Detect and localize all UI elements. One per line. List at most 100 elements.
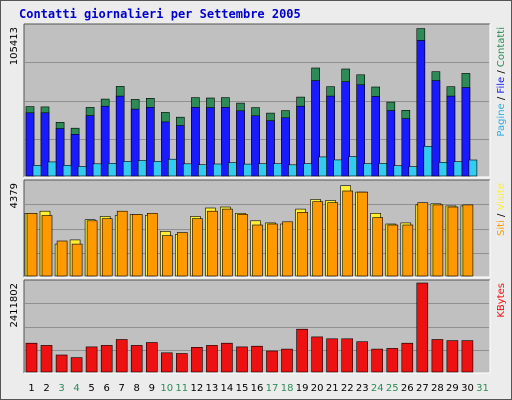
- x-tick-label-day-25: 25: [386, 383, 399, 394]
- x-tick-label-day-21: 21: [326, 383, 339, 394]
- bar-top-file-day-21: [326, 95, 335, 177]
- bar-bottom-kbytes-day-14: [221, 342, 233, 373]
- x-tick-label-day-23: 23: [356, 383, 369, 394]
- bar-top-pagine-day-17: [273, 163, 282, 177]
- x-tick-label-day-24: 24: [371, 383, 384, 394]
- series-label-part: KBytes: [496, 283, 507, 318]
- bar-middle-siti-day-13: [207, 210, 218, 277]
- x-tick-label-day-18: 18: [281, 383, 294, 394]
- bar-top-pagine-day-1: [32, 165, 42, 177]
- bar-top-pagine-day-19: [303, 163, 312, 177]
- bar-top-file-day-23: [356, 84, 366, 177]
- x-tick-label-day-9: 9: [149, 383, 155, 394]
- bar-middle-siti-day-3: [56, 240, 68, 277]
- bar-top-file-day-13: [206, 107, 215, 177]
- x-tick-label-day-27: 27: [416, 383, 429, 394]
- x-tick-label-day-2: 2: [43, 383, 49, 394]
- series-label-part: Siti: [496, 220, 507, 236]
- x-tick-label-day-17: 17: [266, 383, 279, 394]
- bar-bottom-kbytes-day-18: [281, 348, 293, 373]
- bar-top-file-day-7: [115, 95, 125, 177]
- x-tick-label-day-11: 11: [175, 383, 188, 394]
- bar-top-file-day-11: [176, 125, 185, 177]
- bar-bottom-kbytes-day-28: [431, 339, 444, 373]
- bar-middle-siti-day-7: [116, 210, 128, 277]
- bar-bottom-kbytes-day-3: [55, 354, 68, 373]
- bar-top-file-day-27: [416, 40, 426, 177]
- x-tick-label-day-6: 6: [104, 383, 110, 394]
- bar-top-file-day-16: [251, 115, 260, 177]
- bar-middle-siti-day-15: [237, 214, 248, 277]
- x-tick-label-day-19: 19: [296, 383, 309, 394]
- bar-top-pagine-day-22: [348, 156, 358, 177]
- bar-bottom-kbytes-day-30: [461, 340, 474, 373]
- x-tick-label-day-22: 22: [341, 383, 354, 394]
- bar-top-pagine-day-13: [213, 163, 222, 177]
- x-tick-label-day-8: 8: [134, 383, 140, 394]
- bar-middle-siti-day-27: [417, 202, 429, 277]
- bar-bottom-kbytes-day-29: [446, 340, 459, 373]
- bar-top-pagine-day-29: [453, 161, 463, 177]
- x-tick-label-day-30: 30: [461, 383, 474, 394]
- bar-bottom-kbytes-day-16: [251, 345, 263, 373]
- bar-top-pagine-day-14: [228, 162, 237, 177]
- bar-top-pagine-day-30: [468, 159, 478, 177]
- bar-top-file-day-12: [191, 107, 200, 177]
- bar-bottom-kbytes-day-12: [191, 346, 203, 373]
- bar-middle-siti-day-26: [402, 224, 414, 277]
- bar-top-file-day-5: [85, 115, 95, 177]
- x-tick-label-day-28: 28: [431, 383, 444, 394]
- bar-middle-siti-day-20: [312, 201, 323, 277]
- bar-top-pagine-day-11: [183, 163, 192, 177]
- bar-bottom-kbytes-day-13: [206, 345, 218, 373]
- bar-middle-siti-day-18: [282, 221, 293, 277]
- bar-top-file-day-4: [70, 134, 80, 177]
- bar-bottom-kbytes-day-6: [100, 345, 113, 373]
- bar-middle-siti-day-6: [101, 218, 113, 277]
- bar-bottom-kbytes-day-26: [401, 342, 414, 373]
- bar-middle-siti-day-1: [26, 213, 38, 277]
- bar-middle-siti-day-16: [252, 224, 263, 277]
- bar-middle-siti-day-24: [372, 217, 384, 277]
- panel-middle-series-label: Siti / Visite: [496, 183, 507, 236]
- bar-top-file-day-8: [130, 108, 140, 177]
- bar-top-pagine-day-10: [168, 158, 177, 177]
- bar-bottom-kbytes-day-25: [386, 348, 399, 373]
- bar-middle-siti-day-11: [177, 232, 188, 277]
- bar-top-pagine-day-4: [77, 166, 87, 177]
- bar-middle-siti-day-30: [462, 204, 474, 277]
- bar-middle-siti-day-5: [86, 220, 98, 277]
- bar-top-pagine-day-7: [122, 161, 132, 177]
- bar-bottom-kbytes-day-9: [146, 342, 158, 373]
- bar-middle-siti-day-14: [222, 208, 233, 277]
- bar-bottom-kbytes-day-11: [176, 353, 188, 373]
- x-tick-label-day-29: 29: [446, 383, 459, 394]
- bar-top-pagine-day-9: [153, 161, 162, 177]
- x-tick-label-day-12: 12: [191, 383, 204, 394]
- bar-middle-siti-day-10: [162, 235, 173, 277]
- bar-top-pagine-day-6: [107, 163, 117, 177]
- bar-bottom-kbytes-day-27: [416, 282, 429, 373]
- x-tick-label-day-20: 20: [311, 383, 324, 394]
- bar-middle-siti-day-12: [192, 218, 203, 277]
- bar-top-file-day-17: [266, 120, 275, 177]
- bar-top-pagine-day-16: [258, 163, 267, 177]
- bar-top-file-day-20: [311, 80, 320, 177]
- x-tick-label-day-26: 26: [401, 383, 414, 394]
- bar-top-pagine-day-24: [378, 163, 388, 177]
- bar-top-file-day-28: [431, 80, 441, 177]
- bar-top-pagine-day-12: [198, 164, 207, 177]
- panel-top-ymax-label: 105413: [9, 27, 20, 65]
- x-tick-label-day-16: 16: [251, 383, 264, 394]
- bar-bottom-kbytes-day-1: [25, 342, 38, 373]
- bar-middle-siti-day-9: [147, 213, 158, 277]
- bar-bottom-kbytes-day-22: [341, 338, 354, 373]
- bar-bottom-kbytes-day-20: [311, 336, 323, 373]
- bar-top-file-day-2: [40, 112, 50, 177]
- x-tick-label-day-7: 7: [119, 383, 125, 394]
- bar-top-pagine-day-26: [408, 166, 418, 177]
- bar-top-pagine-day-28: [438, 162, 448, 177]
- bar-top-pagine-day-3: [62, 165, 72, 177]
- bar-middle-siti-day-4: [71, 243, 83, 277]
- bar-middle-siti-day-25: [387, 224, 399, 277]
